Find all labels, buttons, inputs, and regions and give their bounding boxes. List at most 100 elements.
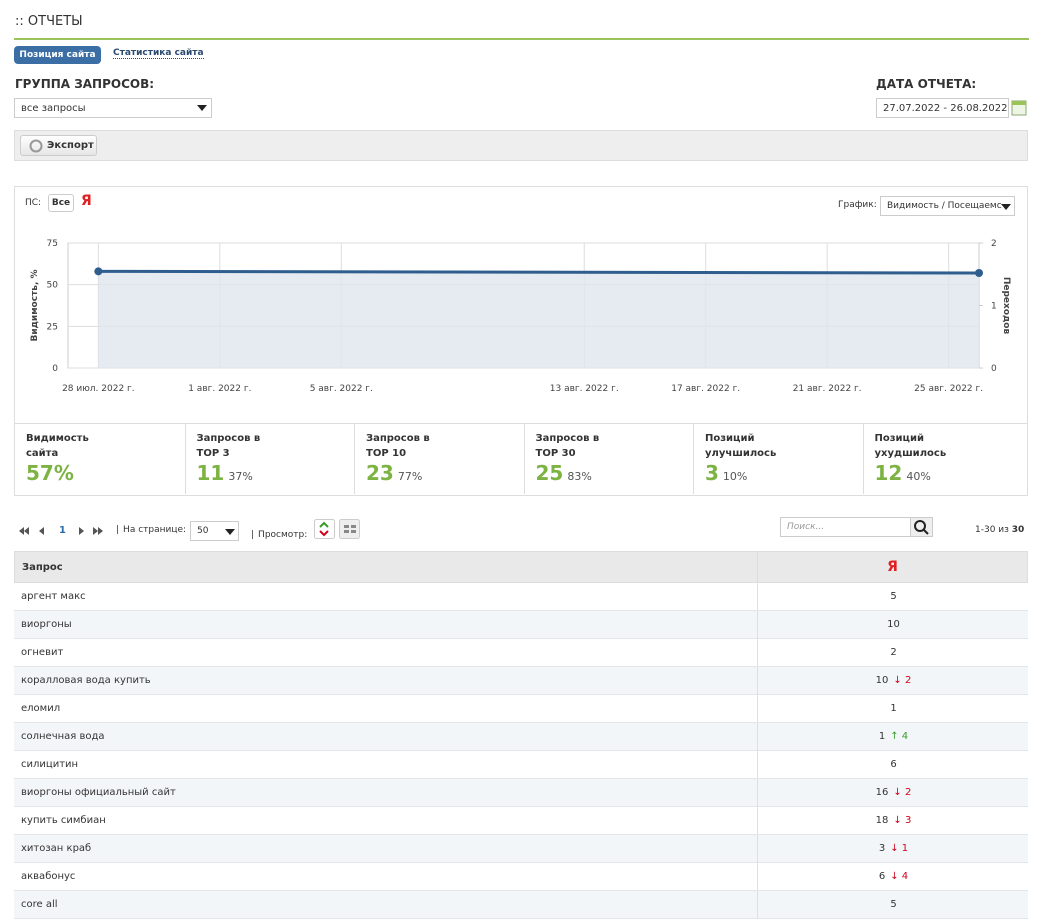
x-tick-label: 13 авг. 2022 г. [550, 384, 619, 394]
dropdown-icon [197, 105, 207, 111]
search-input[interactable]: Поиск... [780, 517, 911, 537]
stat-number: 3 [705, 461, 719, 485]
position: 3 [878, 843, 886, 854]
stat-value: 3 10% [705, 461, 747, 485]
dropdown-icon [1001, 204, 1011, 210]
position-change: ↓ 1 [890, 843, 909, 854]
stat-label: Позиций улучшилось [705, 433, 777, 459]
query: силицитин [21, 759, 79, 770]
query: коралловая вода купить [21, 675, 151, 686]
table-row[interactable]: силицитин 6 [14, 751, 1028, 779]
group-label: ГРУППА ЗАПРОСОВ: [15, 77, 155, 91]
dropdown-icon [225, 529, 235, 535]
pager-arrows[interactable] [19, 526, 109, 536]
view-toggle[interactable] [314, 519, 362, 540]
yandex-button[interactable]: Я [81, 193, 92, 209]
table-row[interactable]: аргент макс 5 [14, 583, 1028, 611]
position: 1 [890, 703, 897, 714]
select-value: 50 [197, 526, 209, 536]
query: купить симбиан [21, 815, 106, 826]
x-tick-label: 5 авг. 2022 г. [310, 384, 373, 394]
toolbar [14, 130, 1028, 161]
date-input[interactable]: 27.07.2022 - 26.08.2022 [876, 98, 1009, 118]
query: core all [21, 899, 58, 910]
position: 18 [875, 815, 889, 826]
date-label: ДАТА ОТЧЕТА: [876, 77, 977, 91]
chart-panel [14, 186, 1028, 496]
tab-active[interactable]: Позиция сайта [14, 46, 101, 64]
point [975, 269, 983, 277]
stat-label: Запросов в TOP 10 [366, 433, 430, 459]
graph-select[interactable]: Видимость / Посещаемс [880, 196, 1015, 216]
table-row[interactable]: коралловая вода купить 10 ↓ 2 [14, 667, 1028, 695]
stat-label: Запросов в TOP 30 [535, 433, 600, 459]
line [98, 269, 980, 275]
total: 30 [1011, 525, 1025, 535]
y-tick-label: 75 [47, 239, 58, 249]
select-value: Видимость / Посещаемс [887, 201, 1002, 211]
query: хитозан краб [21, 843, 92, 854]
x-tick-label: 17 авг. 2022 г. [671, 384, 740, 394]
stat-percent: 83% [567, 470, 592, 483]
x-tick-label: 21 авг. 2022 г. [793, 384, 862, 394]
table-row[interactable]: еломил 1 [14, 695, 1028, 723]
calendar-icon[interactable] [1011, 99, 1027, 116]
stat-label: Видимость сайта [26, 433, 89, 459]
table-row[interactable]: купить симбиан 18 ↓ 3 [14, 807, 1028, 835]
y-tick-label: 0 [52, 364, 58, 374]
column-header[interactable]: Я [887, 559, 898, 575]
divider [14, 38, 1029, 40]
position-cell: 5 [757, 891, 1029, 919]
y-tick-label: 50 [47, 281, 59, 291]
per-page-select[interactable]: 50 [190, 521, 239, 541]
current-page[interactable]: 1 [59, 525, 66, 536]
table-row[interactable]: аквабонус 6 ↓ 4 [14, 863, 1028, 891]
y2-tick-label: 2 [991, 239, 997, 249]
position: 10 [875, 675, 889, 686]
search-button[interactable] [910, 517, 933, 537]
graph-label: График: [838, 200, 877, 210]
table-header: Запрос Я [14, 551, 1028, 583]
stat-cell: Позиций улучшилось 3 10% [693, 424, 862, 494]
query: аквабонус [21, 871, 76, 882]
x-tick-label: 1 авг. 2022 г. [188, 384, 251, 394]
stat-number: 25 [535, 461, 564, 485]
position: 6 [890, 759, 897, 770]
query: аргент макс [21, 591, 86, 602]
stat-cell: Видимость сайта 57% [15, 424, 184, 494]
stat-cell: Запросов в TOP 10 23 77% [354, 424, 523, 494]
stat-value: 25 83% [536, 461, 592, 485]
query: солнечная вода [21, 731, 105, 742]
tab[interactable]: Статистика сайта [113, 48, 204, 59]
table-row[interactable]: огневит 2 [14, 639, 1028, 667]
column-header[interactable]: Запрос [22, 562, 63, 573]
table-row[interactable]: core all 5 [14, 891, 1028, 919]
position-change: ↓ 2 [893, 787, 912, 798]
query: виоргоны [21, 619, 72, 630]
table-row[interactable]: хитозан краб 3 ↓ 1 [14, 835, 1028, 863]
table-row[interactable]: виоргоны официальный сайт 16 ↓ 2 [14, 779, 1028, 807]
stat-number: 57% [26, 461, 74, 485]
stat-percent: 10% [722, 470, 748, 483]
x-tick-label: 28 июл. 2022 г. [62, 384, 135, 394]
position-cell: 6 [757, 751, 1029, 779]
position: 5 [890, 591, 897, 602]
y2-tick-label: 1 [991, 302, 997, 312]
position-cell: 18 ↓ 3 [757, 807, 1029, 835]
stat-percent: 37% [228, 470, 253, 483]
position-cell: 10 ↓ 2 [757, 667, 1029, 695]
table-row[interactable]: виоргоны 10 [14, 611, 1028, 639]
group-select[interactable]: все запросы [14, 98, 212, 118]
divider [757, 552, 758, 582]
position-change: ↓ 2 [893, 675, 912, 686]
query: еломил [21, 703, 61, 714]
page-title: :: ОТЧЕТЫ [15, 14, 83, 29]
query: огневит [21, 647, 64, 658]
position-change: ↑ 4 [890, 731, 909, 742]
position-cell: 1 [757, 695, 1029, 723]
table-row[interactable]: солнечная вода 1 ↑ 4 [14, 723, 1028, 751]
ps-all-button[interactable]: Все [48, 194, 74, 212]
stat-value: 11 37% [197, 461, 253, 485]
ps-label: ПС: [25, 198, 42, 208]
y2-tick-label: 0 [991, 364, 997, 374]
